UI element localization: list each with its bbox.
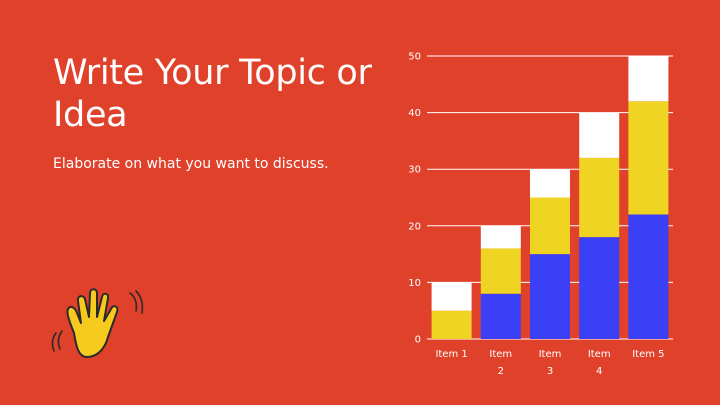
y-tick-label: 30 [408,165,421,176]
bar-2-segment-2 [480,248,521,294]
bar-3-segment-1 [530,254,570,339]
bar-5-segment-1 [628,214,669,339]
x-tick-label: 3 [547,366,553,377]
slide-subtitle: Elaborate on what you want to discuss. [53,156,329,172]
stacked-bar-chart: 0 10 20 30 40 50 Item 1 Item 2 Item 3 Item 4 Item 5 [408,52,673,377]
chart-bars [431,56,669,339]
x-tick-label: Item [539,349,562,360]
y-tick-label: 50 [408,52,421,63]
bar-5-segment-2 [628,101,669,215]
bar-2-segment-3 [480,225,521,249]
bar-4-segment-3 [579,112,620,158]
bar-1-segment-3 [431,282,472,311]
bar-5-segment-3 [628,56,669,102]
bar-3-segment-2 [530,197,570,255]
bar-1-segment-2 [431,310,472,339]
chart-y-tick-labels: 0 10 20 30 40 50 [408,52,421,346]
waving-hand-icon [51,288,144,358]
x-tick-label: Item [588,349,611,360]
bar-4-segment-2 [579,157,620,238]
motion-lines [51,290,144,352]
x-tick-label: Item 5 [632,349,664,360]
x-tick-label: Item 1 [435,349,467,360]
slide-title: Write Your Topic or Idea [53,53,372,135]
bar-3-segment-3 [530,169,570,198]
hand-shape [66,288,119,358]
y-tick-label: 20 [408,221,421,232]
y-tick-label: 10 [408,278,421,289]
x-tick-label: Item [489,349,512,360]
x-tick-label: 2 [498,366,504,377]
chart-x-tick-labels: Item 1 Item 2 Item 3 Item 4 Item 5 [435,349,664,377]
x-tick-label: 4 [596,366,602,377]
bar-4-segment-1 [579,237,620,339]
y-tick-label: 40 [408,108,421,119]
bar-2-segment-1 [480,293,521,339]
y-tick-label: 0 [415,335,421,346]
